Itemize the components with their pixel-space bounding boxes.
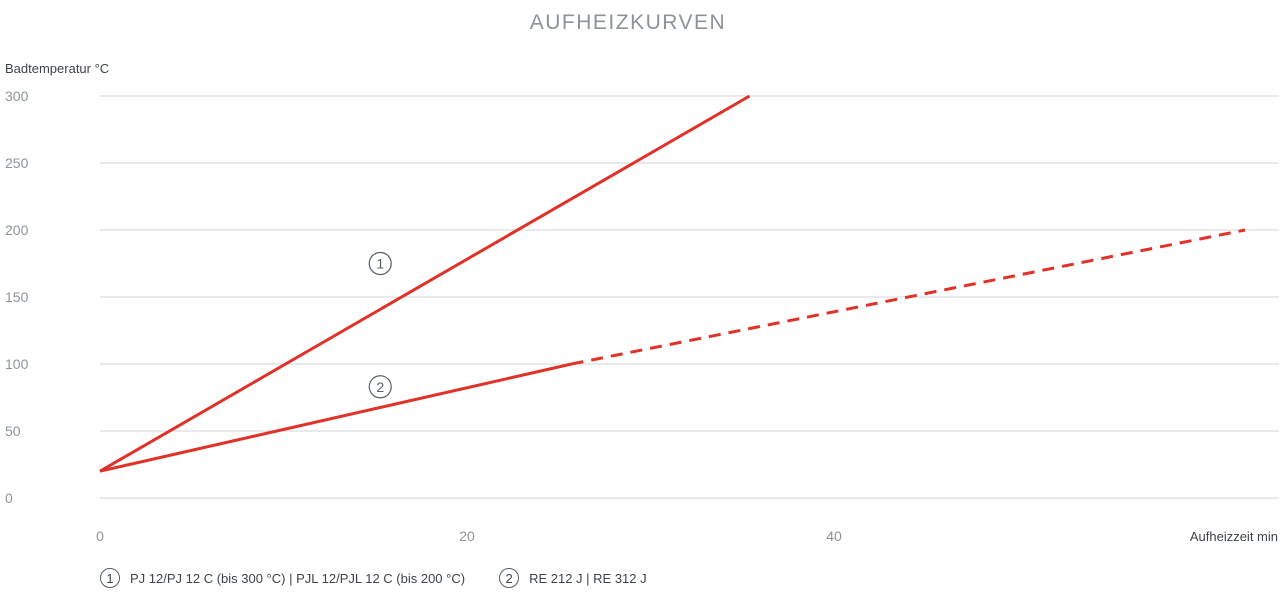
legend-label-1: PJ 12/PJ 12 C (bis 300 °C) | PJL 12/PJL …	[130, 570, 466, 586]
gridlines	[100, 95, 1279, 499]
series-1-segment-1	[99, 94, 751, 473]
series-2-segment-1	[99, 362, 572, 473]
x-tick-label: 20	[459, 528, 475, 544]
legend-marker-2: 2	[499, 568, 520, 588]
y-axis-label: Badtemperatur °C	[5, 61, 109, 76]
y-tick-label: 300	[5, 88, 29, 104]
series-1-marker-label: 1	[376, 256, 384, 272]
series-2-segment-2	[571, 228, 1246, 366]
y-tick-label: 150	[5, 289, 29, 305]
y-tick-label: 200	[5, 222, 29, 238]
legend-item-2: 2 RE 212 J | RE 312 J	[499, 568, 647, 588]
x-ticks: 0 20 40	[96, 528, 842, 544]
y-tick-label: 250	[5, 155, 29, 171]
x-axis-label: Aufheizzeit min	[1190, 529, 1278, 544]
x-tick-label: 0	[96, 528, 104, 544]
legend-item-1: 1 PJ 12/PJ 12 C (bis 300 °C) | PJL 12/PJ…	[100, 568, 465, 588]
chart: AUFHEIZKURVEN Badtemperatur °C Aufheizze…	[5, 11, 1279, 544]
legend: 1 PJ 12/PJ 12 C (bis 300 °C) | PJL 12/PJ…	[100, 568, 681, 588]
y-tick-label: 50	[5, 423, 21, 439]
x-tick-label: 40	[826, 528, 842, 544]
series-markers: 12	[368, 251, 392, 399]
y-tick-label: 100	[5, 356, 29, 372]
chart-title: AUFHEIZKURVEN	[530, 11, 726, 34]
series-group	[99, 94, 1246, 473]
series-2-marker-label: 2	[376, 379, 384, 395]
legend-marker-1: 1	[100, 568, 120, 588]
y-tick-label: 0	[5, 490, 13, 506]
series-2-marker-circle	[368, 375, 392, 399]
series-1-marker-circle	[368, 251, 392, 276]
legend-label-2: RE 212 J | RE 312 J	[529, 570, 647, 586]
y-ticks: 0 50 100 150 200 250 300	[5, 88, 29, 506]
